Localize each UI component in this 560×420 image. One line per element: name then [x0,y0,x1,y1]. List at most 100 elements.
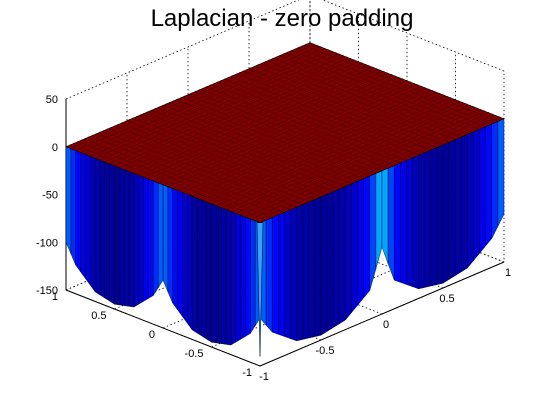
surface-mesh-line [297,47,492,125]
surface-face-front-x [473,128,480,262]
surface-face-front-x [436,144,444,285]
surface-mesh-line [218,81,413,158]
surface-face-front-x [418,152,425,290]
y-tick-label: 1 [52,291,58,303]
surface-face-front-y [177,190,183,318]
surface-face-front-y [128,171,135,308]
surface-face-front-y [148,178,154,299]
axis-line [259,261,505,367]
surface-face-front-y [90,155,96,293]
x-tick-label: 1 [505,267,511,279]
surface-mesh-line [80,48,325,153]
surface-mesh-line [138,71,383,176]
surface-face-front-y [216,205,222,344]
surface-face-front-x [339,186,346,325]
z-tick-label: -150 [36,285,58,297]
surface-face-front-x [278,212,285,337]
surface-face-front-x [351,180,358,314]
surface-mesh-line [162,80,408,185]
surface-face-front-x [357,178,364,306]
surface-mesh-line [194,91,389,169]
surface-mesh-line [279,55,474,132]
surface-mesh-line [143,72,388,178]
surface-corner-spike [256,222,264,357]
surface-face-front-x [375,170,383,269]
surface-face-front-y [187,193,193,331]
x-tick-label: 0.5 [439,293,454,305]
y-tick-label: 0 [149,329,155,341]
surface-face-front-y [104,161,110,302]
surface-face-front-y [75,150,81,273]
z-tick-label: -50 [42,190,58,202]
surface-face-front-y [220,207,227,345]
surface-mesh-line [273,58,468,135]
surface-mesh-line [75,46,320,151]
chart-title: Laplacian - zero padding [151,5,414,32]
surface-face-front-x [455,136,462,276]
surface-face-front-y [80,152,86,280]
surface-face-front-x [302,201,309,340]
surface-face-front-y [167,186,173,304]
surface-face-front-x [442,141,450,284]
surface-face-front-x [406,157,413,287]
surface-face-front-x [485,123,492,247]
surface-mesh-line [70,44,315,149]
surface-face-front-x [479,126,486,254]
x-tick-label: 0 [383,319,389,331]
surface-face-front-x [424,149,431,288]
surface-face-front-y [123,169,130,307]
surface-face-front-x [369,173,377,291]
surface-face-front-y [85,154,91,286]
y-tick-label: 0.5 [91,310,106,322]
surface-face-front-y [109,163,115,305]
surface-face-front-y [206,201,212,343]
z-tick-label: -100 [36,237,58,249]
surface-face-front-y [133,173,139,308]
surface-mesh-line [114,61,359,166]
surface-face-front-y [240,214,246,340]
surface-face-front-x [284,209,291,339]
surface-face-front-x [265,217,273,333]
surface-face-front-y [70,148,76,266]
surface-mesh-line [224,78,419,156]
surface-mesh-line [148,74,393,180]
surface-mesh-line [99,55,345,161]
surface-mesh-line [153,76,398,182]
surface-face-front-y [201,199,207,340]
surface-face-front-y [245,216,251,337]
z-tick-label: 50 [46,94,58,106]
surface-face-front-x [400,160,407,285]
surface-face-front-y [191,195,198,334]
surface-face-front-y [225,209,232,346]
surface-face-front-x [296,204,303,342]
surface-mesh-line [95,53,340,159]
surface-face-front-y [172,188,178,311]
surface-face-front-x [412,154,419,290]
surface-mesh-line [230,76,425,153]
surface-face-front-x [381,167,389,264]
surface-face-front-x [387,165,395,281]
surface-face-front-x [290,206,297,342]
surface-face-front-y [153,180,159,297]
surface-mesh-line [212,84,407,161]
y-tick-label: -1 [242,367,252,379]
surface-face-front-x [497,118,505,227]
x-tick-label: -0.5 [316,345,335,357]
surface-mesh-line [255,65,450,143]
surface-mesh-line [133,69,378,174]
surface-mesh [65,42,505,357]
surface-face-front-x [430,147,438,287]
z-tick-label: 0 [52,142,58,154]
surface-face-front-y [119,167,125,306]
surface-face-front-x [467,131,474,269]
surface-face-front-x [363,175,370,299]
grid-line-z [65,0,505,100]
surface-mesh-line [248,68,444,145]
surface-mesh-line [206,86,401,164]
surface-mesh-line [285,52,480,130]
surface-mesh-line [261,63,456,140]
surface-mesh-line [109,59,354,165]
surface-face-front-y [143,176,149,302]
surface-face-front-x [461,134,468,273]
